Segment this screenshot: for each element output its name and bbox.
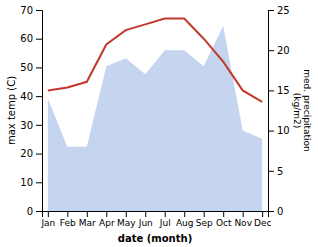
tick-mark [36, 67, 42, 68]
tick-mark [106, 211, 107, 217]
tick-mark [204, 211, 205, 217]
tick-label: Dec [254, 218, 271, 228]
y2-axis-title-line: med. precipitation [302, 69, 312, 151]
tick-mark [268, 90, 274, 91]
tick-label: Jan [40, 218, 55, 228]
axis-line [36, 11, 43, 212]
tick-label: Mar [79, 218, 96, 228]
tick-mark [223, 211, 224, 217]
tick-mark [36, 96, 42, 97]
tick: Apr [99, 211, 115, 228]
tick: Nov [234, 211, 252, 228]
tick-mark [165, 211, 166, 217]
tick-mark [126, 211, 127, 217]
y-axis: 0 10 20 30 40 50 60 70 [20, 5, 42, 217]
tick: 0 [268, 206, 283, 217]
tick-mark [48, 211, 49, 217]
tick-mark [36, 211, 42, 212]
tick: Dec [254, 211, 271, 228]
tick-mark [36, 154, 42, 155]
tick: Aug [176, 211, 194, 228]
tick-mark [268, 50, 274, 51]
tick: 50 [20, 62, 42, 73]
tick-label: 5 [277, 166, 283, 177]
tick-label: 0 [27, 206, 33, 217]
tick-label: 30 [20, 120, 33, 131]
tick: 25 [268, 5, 290, 16]
precipitation-area [48, 26, 262, 211]
tick: Oct [216, 211, 232, 228]
tick-label: 60 [20, 33, 33, 44]
tick-mark [262, 211, 263, 217]
x-axis: Jan FebMarAprMayJun Jul AugSepOctNovDec [40, 211, 271, 228]
tick: 10 [20, 177, 42, 188]
y2-axis: 0 5 10 15 20 25 [268, 5, 290, 217]
tick-mark [36, 39, 42, 40]
tick-label: Jul [159, 218, 171, 228]
y2-axis-title-line: (kg/m2) [292, 93, 302, 128]
tick: 20 [20, 148, 42, 159]
temperature-line [48, 19, 262, 102]
tick: 70 [20, 5, 42, 16]
tick: 60 [20, 33, 42, 44]
tick: 15 [268, 85, 290, 96]
tick: 40 [20, 91, 42, 102]
tick-label: 70 [20, 5, 33, 16]
tick-mark [268, 131, 274, 132]
tick-mark [268, 171, 274, 172]
tick: Mar [79, 211, 96, 228]
tick-label: 20 [277, 45, 290, 56]
tick: 0 [27, 206, 42, 217]
y2-axis-title: med. precipitation(kg/m2) [292, 69, 312, 151]
y-axis-title: max temp (C) [6, 76, 17, 145]
plot: Jan FebMarAprMayJun Jul AugSepOctNovDec 0 10 2… [6, 5, 312, 244]
tick-mark [36, 182, 42, 183]
tick-label: Apr [99, 218, 115, 228]
tick-label: Nov [234, 218, 252, 228]
tick-mark [87, 211, 88, 217]
tick-label: May [117, 218, 136, 228]
tick: May [117, 211, 136, 228]
tick: 10 [268, 125, 290, 136]
chart: Jan FebMarAprMayJun Jul AugSepOctNovDec 0 10 2… [0, 0, 318, 247]
tick-mark [145, 211, 146, 217]
tick-label: Sep [196, 218, 213, 228]
tick-label: 20 [20, 148, 33, 159]
tick-mark [67, 211, 68, 217]
tick-mark [243, 211, 244, 217]
axis-line [43, 212, 269, 218]
tick-label: 15 [277, 85, 290, 96]
tick: Sep [196, 211, 213, 228]
tick: 30 [20, 120, 42, 131]
tick: Jan [40, 211, 55, 228]
tick-label: Jun [138, 218, 153, 228]
tick-mark [184, 211, 185, 217]
tick-label: 50 [20, 62, 33, 73]
tick-label: 40 [20, 91, 33, 102]
tick: 20 [268, 45, 290, 56]
tick-mark [268, 211, 274, 212]
tick: Jun [138, 211, 153, 228]
tick-label: 25 [277, 5, 290, 16]
tick-label: Oct [216, 218, 232, 228]
tick: Feb [60, 211, 76, 228]
tick-mark [36, 10, 42, 11]
tick-label: 10 [277, 125, 290, 136]
tick-label: 10 [20, 177, 33, 188]
tick-label: 0 [277, 206, 283, 217]
tick: Jul [159, 211, 171, 228]
tick-mark [36, 125, 42, 126]
tick-label: Feb [60, 218, 76, 228]
tick-label: Aug [176, 218, 194, 228]
x-axis-title: date (month) [118, 233, 192, 244]
marks [48, 19, 262, 211]
axis-line [269, 11, 275, 212]
tick-mark [268, 10, 274, 11]
tick: 5 [268, 166, 283, 177]
